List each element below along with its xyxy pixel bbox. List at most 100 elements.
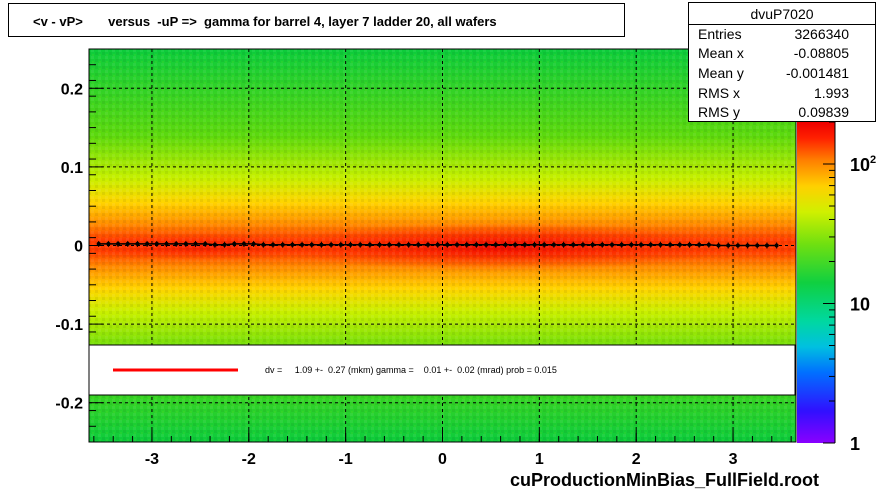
profile-point	[183, 241, 188, 246]
profile-point	[571, 242, 576, 247]
profile-point	[619, 242, 624, 247]
stats-separator	[689, 24, 875, 25]
profile-point	[261, 242, 266, 247]
file-name: cuProductionMinBias_FullField.root	[509, 470, 819, 490]
profile-point	[542, 242, 547, 247]
profile-point	[338, 242, 343, 247]
profile-point	[464, 242, 469, 247]
stat-value: 0.09839	[798, 104, 849, 120]
profile-point	[435, 242, 440, 247]
profile-point	[639, 242, 644, 247]
profile-point	[212, 242, 217, 247]
profile-point	[687, 242, 692, 247]
profile-point	[164, 241, 169, 246]
profile-point	[774, 243, 779, 248]
profile-point	[493, 242, 498, 247]
profile-point	[271, 242, 276, 247]
title-box: <v - vP> versus -uP => gamma for barrel …	[8, 3, 625, 37]
profile-point	[561, 242, 566, 247]
profile-point	[522, 242, 527, 247]
z-tick-label: 1	[850, 434, 860, 454]
profile-point	[222, 242, 227, 247]
profile-point	[484, 242, 489, 247]
profile-point	[697, 242, 702, 247]
y-tick-label: -0.1	[55, 317, 83, 334]
profile-point	[590, 242, 595, 247]
profile-point	[445, 242, 450, 247]
stat-label: Entries	[698, 26, 742, 42]
stat-value: 1.993	[813, 85, 849, 101]
color-palette	[797, 122, 835, 443]
profile-points	[96, 240, 779, 249]
profile-point	[387, 242, 392, 247]
profile-point	[241, 241, 246, 246]
profile-point	[251, 241, 256, 246]
profile-point	[600, 242, 605, 247]
profile-point	[503, 242, 508, 247]
profile-point	[658, 242, 663, 247]
profile-point	[367, 242, 372, 247]
profile-point	[319, 242, 324, 247]
profile-point	[580, 242, 585, 247]
profile-point	[648, 242, 653, 247]
stats-box: dvuP7020 Entries 3266340 Mean x -0.08805…	[688, 2, 876, 122]
profile-point	[203, 241, 208, 246]
profile-point	[629, 242, 634, 247]
profile-point	[745, 243, 750, 248]
z-tick-label: 10	[850, 294, 870, 314]
profile-point	[396, 242, 401, 247]
profile-point	[358, 242, 363, 247]
profile-point	[174, 241, 179, 246]
fit-legend-box: dv = 1.09 +- 0.27 (mkm) gamma = 0.01 +- …	[88, 344, 796, 396]
profile-point	[280, 242, 285, 247]
y-tick-label: 0.2	[61, 81, 83, 98]
profile-point	[716, 243, 721, 248]
x-tick-label: -2	[242, 451, 256, 468]
profile-point	[532, 242, 537, 247]
stat-label: Mean y	[698, 65, 744, 81]
z-axis: 1 10 102	[823, 121, 876, 454]
profile-point	[755, 243, 760, 248]
profile-point	[764, 243, 769, 248]
stat-label: Mean x	[698, 45, 744, 61]
profile-point	[609, 242, 614, 247]
profile-point	[377, 242, 382, 247]
profile-point	[300, 242, 305, 247]
profile-point	[96, 241, 101, 246]
profile-point	[154, 241, 159, 246]
x-tick-label: 3	[729, 451, 738, 468]
fit-legend-text: dv = 1.09 +- 0.27 (mkm) gamma = 0.01 +- …	[265, 365, 557, 375]
stat-label: RMS y	[698, 104, 740, 120]
x-tick-label: -3	[145, 451, 159, 468]
x-tick-label: 1	[535, 451, 544, 468]
x-tick-label: 0	[438, 451, 447, 468]
profile-point	[668, 242, 673, 247]
profile-point	[232, 241, 237, 246]
profile-point	[106, 241, 111, 246]
profile-point	[677, 242, 682, 247]
profile-point	[474, 242, 479, 247]
profile-point	[145, 241, 150, 246]
profile-point	[406, 242, 411, 247]
stat-value: 3266340	[794, 26, 849, 42]
y-tick-label: 0	[74, 239, 83, 256]
profile-point	[513, 242, 518, 247]
stats-name: dvuP7020	[750, 6, 814, 22]
profile-point	[348, 242, 353, 247]
profile-point	[735, 243, 740, 248]
profile-point	[726, 243, 731, 248]
z-tick-label: 102	[850, 154, 876, 175]
x-tick-label: 2	[632, 451, 641, 468]
profile-point	[455, 242, 460, 247]
profile-point	[125, 241, 130, 246]
profile-point	[706, 242, 711, 247]
stat-value: -0.08805	[793, 45, 849, 61]
stat-value: -0.001481	[785, 65, 849, 81]
plot-title: <v - vP> versus -uP => gamma for barrel …	[33, 14, 497, 29]
profile-point	[193, 241, 198, 246]
y-tick-label: 0.1	[61, 160, 83, 177]
profile-point	[290, 242, 295, 247]
y-tick-label: -0.2	[55, 396, 83, 413]
profile-point	[135, 241, 140, 246]
